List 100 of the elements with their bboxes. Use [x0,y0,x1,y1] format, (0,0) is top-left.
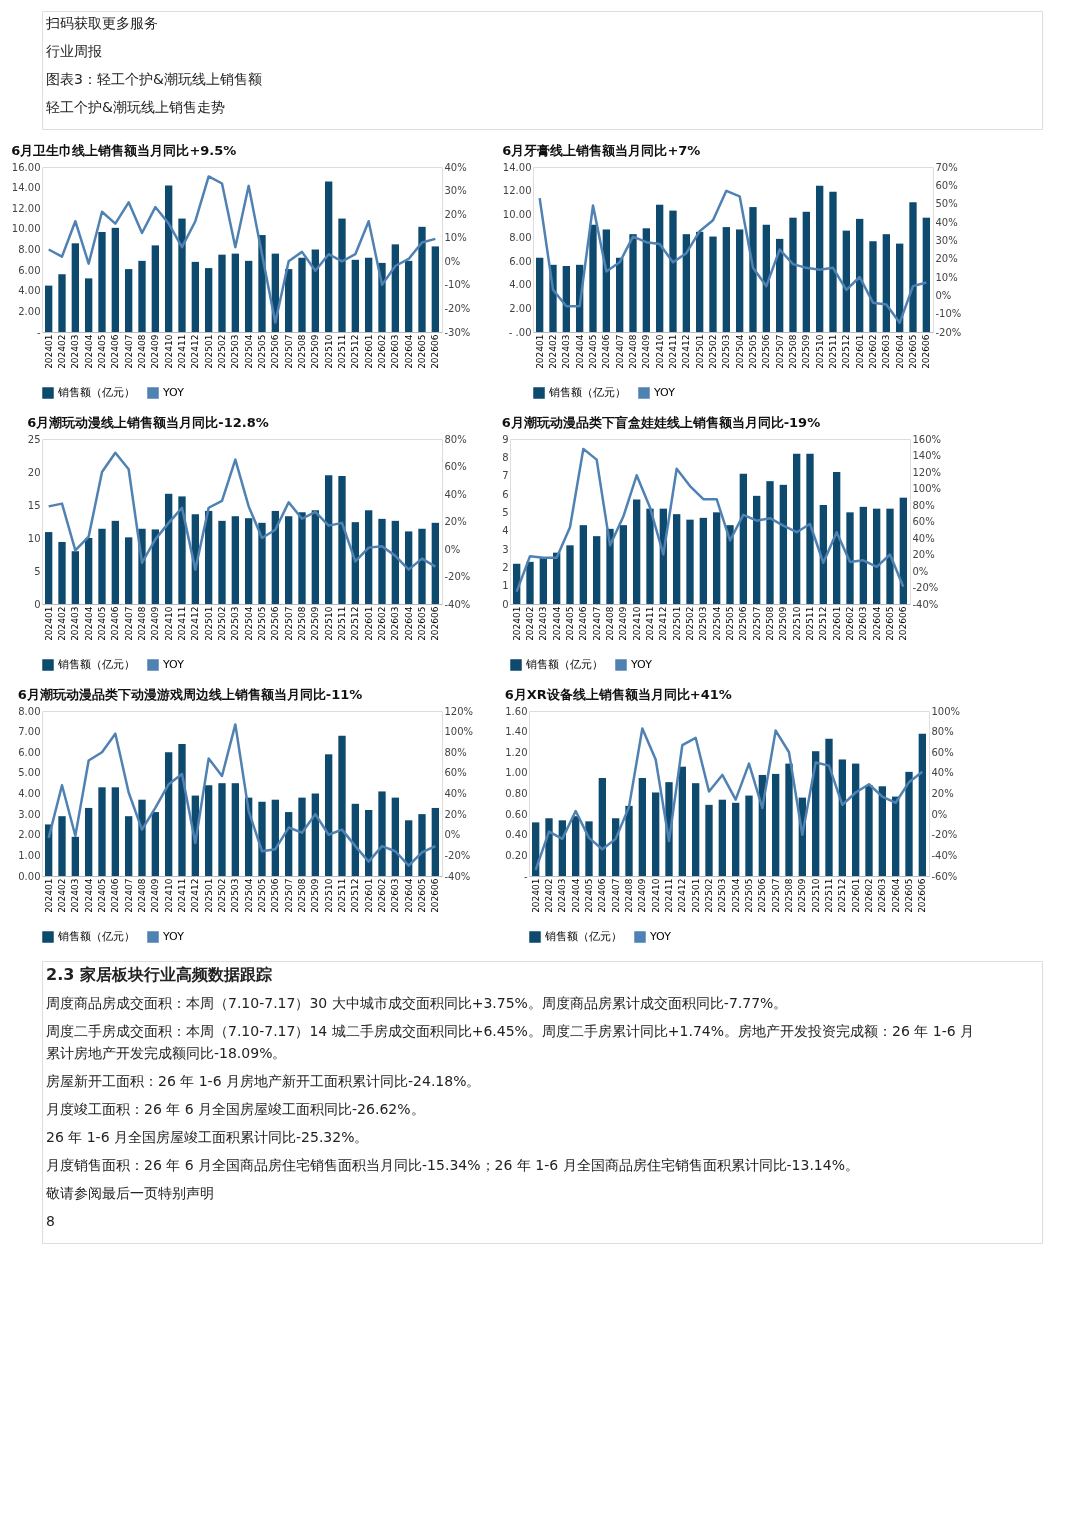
x-tick-label: 202502 [217,878,227,913]
x-tick-label: 202603 [390,878,401,913]
bar [532,822,540,876]
x-tick-label: 202410 [163,606,174,641]
y-tick-label: 2 [502,561,509,573]
y-tick-label: 8.00 [18,705,41,717]
x-tick-label: 202606 [430,606,441,641]
bar [846,512,854,604]
bar [709,236,717,332]
y2-tick-label: -30% [444,326,471,338]
y-tick-label: 3 [502,543,509,555]
bar [405,260,413,332]
bar [298,797,306,876]
bar [178,218,186,332]
x-tick-label: 202507 [774,334,785,369]
bar [642,228,650,332]
line-series [47,175,437,324]
x-tick-label: 202403 [70,606,81,641]
x-tick-label: 202511 [824,878,834,913]
x-tick-label: 202410 [650,878,661,913]
x-tick-label: 202509 [778,606,789,641]
bar [258,801,266,876]
x-tick-label: 202409 [150,606,161,641]
x-tick-label: 202510 [323,606,334,641]
y-tick-label: 4 [502,525,509,537]
bar [338,735,346,876]
x-tick-label: 202411 [177,878,187,913]
bar [785,763,793,876]
text: 扫码获取更多服务 [45,15,158,31]
bar [638,778,646,876]
x-tick-label: 202404 [551,606,562,641]
x-tick-label: 202502 [217,606,227,641]
bar [45,532,53,604]
bar [98,231,106,332]
bar [311,510,319,604]
bar [779,484,787,604]
y2-tick-label: 60% [444,461,467,472]
bar [585,821,593,876]
y-tick-label: 14.00 [502,161,532,173]
bar [699,517,707,604]
bar [98,528,106,604]
x-tick-label: 202501 [690,878,701,913]
bar [745,795,753,876]
y2-tick-label: 0% [444,255,461,267]
x-tick-label: 202602 [377,878,387,913]
bar [271,799,279,876]
bar [749,207,757,332]
x-tick-label: 202606 [921,334,932,369]
y2-tick-label: 20% [444,208,467,220]
x-tick-label: 202512 [350,334,361,369]
x-tick-label: 202401 [43,334,54,369]
bar [918,733,926,876]
text: 图表3：轻工个护&潮玩线上销售额 [46,71,262,87]
bar [579,525,587,604]
y2-tick-label: 80% [931,726,954,738]
x-tick-label: 202407 [591,606,602,641]
x-tick-label: 202511 [337,606,347,641]
bar [125,269,133,332]
y-tick-label: 6 [502,488,509,500]
x-tick-label: 202403 [70,334,81,369]
y-tick-label: 8.00 [509,232,532,244]
bar [692,783,700,876]
bar [526,561,534,604]
x-tick-label: 202505 [744,878,754,913]
y-tick-label: 8 [502,451,509,463]
x-tick-label: 202604 [871,606,882,641]
x-tick-label: 202504 [243,334,254,369]
y-tick-label: 15 [27,499,41,511]
line-series [47,723,437,867]
bar [589,224,597,332]
bar [271,510,279,604]
bar [125,537,133,604]
bar [669,210,677,332]
bar [311,793,319,876]
y2-tick-label: 40% [444,788,467,799]
x-tick-label: 202505 [257,878,267,913]
x-tick-label: 202601 [854,334,865,369]
legend-label: YOY [162,930,185,943]
bar [325,754,333,876]
x-tick-label: 202603 [390,606,401,641]
y2-tick-label: 40% [912,532,935,544]
bar [545,818,553,876]
y-tick-label: 1.40 [505,726,528,738]
y2-tick-label: 60% [444,767,467,779]
x-tick-label: 202401 [534,334,545,369]
bar [869,241,877,332]
x-tick-label: 202403 [70,878,81,913]
bar [753,495,761,604]
x-tick-label: 202412 [658,606,669,641]
bar [191,261,199,332]
x-tick-label: 202411 [177,606,187,641]
chart-title: 6月潮玩动漫线上销售额当月同比-12.8% [27,415,269,430]
bar [58,541,66,604]
x-tick-label: 202503 [230,334,241,369]
y-tick-label: 0.80 [505,788,528,799]
bar [859,506,867,604]
x-tick-label: 202509 [310,878,321,913]
bar [71,836,79,876]
bar [418,528,426,604]
y2-tick-label: 0% [935,289,952,301]
